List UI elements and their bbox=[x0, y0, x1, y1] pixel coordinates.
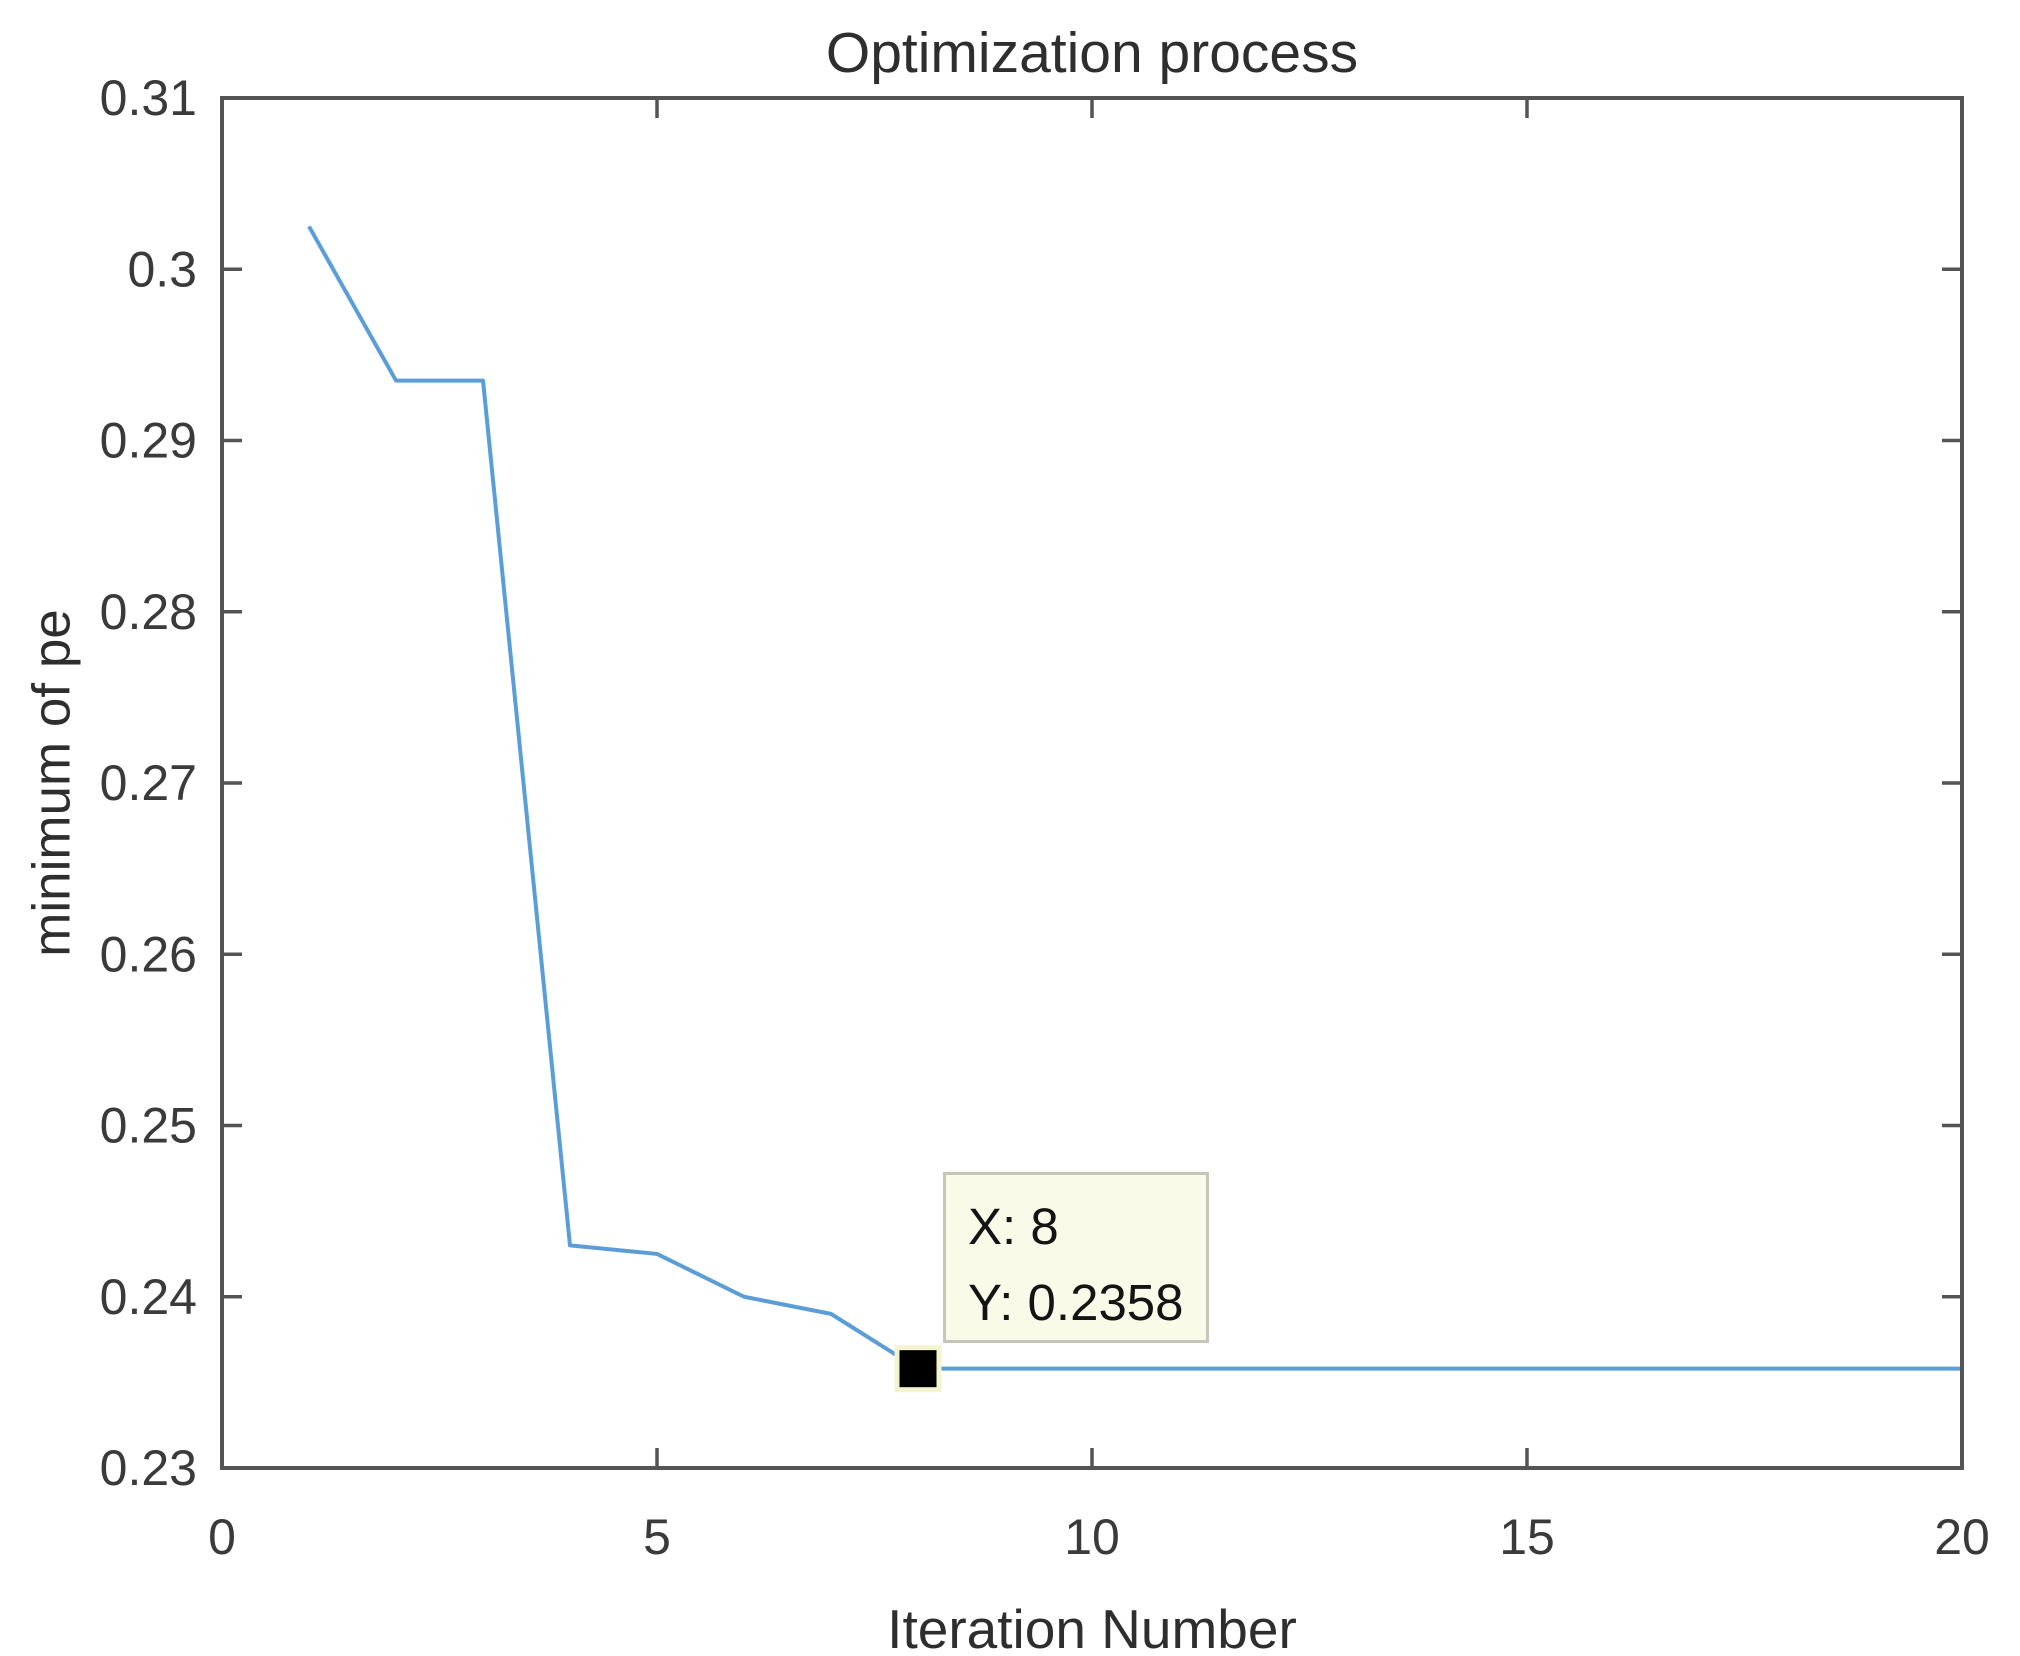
datatip-marker[interactable] bbox=[894, 1345, 942, 1393]
datatip-y-value: Y: 0.2358 bbox=[968, 1274, 1184, 1331]
y-tick-label: 0.3 bbox=[127, 241, 197, 297]
series-line bbox=[307, 225, 1962, 1371]
y-tick-label: 0.29 bbox=[100, 413, 197, 469]
y-tick-label: 0.24 bbox=[100, 1269, 197, 1325]
x-tick-label: 10 bbox=[1064, 1509, 1120, 1565]
y-tick-label: 0.27 bbox=[100, 755, 197, 811]
datatip[interactable]: X: 8 Y: 0.2358 bbox=[943, 1172, 1209, 1343]
y-tick-label: 0.28 bbox=[100, 584, 197, 640]
y-tick-label: 0.25 bbox=[100, 1098, 197, 1154]
x-axis-label: Iteration Number bbox=[887, 1598, 1297, 1656]
y-tick-label: 0.26 bbox=[100, 926, 197, 982]
chart-title: Optimization process bbox=[825, 21, 1359, 85]
y-tick-label: 0.31 bbox=[100, 70, 197, 126]
datatip-x-value: X: 8 bbox=[968, 1198, 1059, 1255]
y-tick-label: 0.23 bbox=[100, 1440, 197, 1496]
x-tick-label: 15 bbox=[1499, 1509, 1555, 1565]
x-tick-label: 20 bbox=[1934, 1509, 1990, 1565]
x-tick-label: 0 bbox=[208, 1509, 236, 1565]
x-tick-label: 5 bbox=[643, 1509, 671, 1565]
